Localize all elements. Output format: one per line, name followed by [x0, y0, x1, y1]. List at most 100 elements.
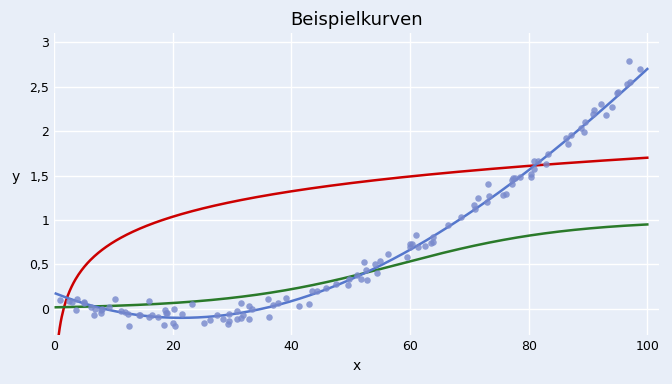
Point [372, 270, 383, 276]
Title: Beispielkurven: Beispielkurven [290, 11, 423, 29]
Point [507, 177, 517, 183]
Point [281, 295, 292, 301]
Point [124, 323, 134, 329]
Point [204, 317, 215, 323]
Point [89, 312, 100, 318]
Point [237, 311, 248, 318]
Point [103, 305, 114, 311]
Point [427, 238, 438, 245]
Point [144, 298, 155, 304]
Point [199, 320, 210, 326]
Point [482, 180, 493, 187]
Point [222, 321, 233, 328]
Point [612, 90, 622, 96]
Point [484, 192, 495, 199]
Point [110, 296, 120, 303]
Point [541, 161, 552, 167]
Point [622, 81, 632, 88]
Point [146, 311, 157, 318]
Point [55, 296, 66, 303]
Point [244, 316, 255, 322]
Point [263, 314, 274, 320]
X-axis label: x: x [352, 359, 361, 373]
Point [134, 312, 144, 318]
Point [236, 314, 247, 321]
Point [79, 300, 90, 306]
Point [482, 199, 493, 205]
Point [212, 312, 222, 318]
Point [370, 261, 381, 267]
Point [589, 107, 599, 113]
Point [456, 214, 466, 220]
Point [169, 306, 179, 312]
Point [153, 314, 163, 320]
Point [177, 311, 187, 317]
Point [304, 301, 314, 307]
Point [624, 58, 635, 65]
Point [383, 251, 394, 257]
Point [561, 134, 572, 141]
Point [243, 303, 254, 310]
Point [507, 175, 518, 181]
Point [144, 314, 155, 321]
Point [529, 166, 540, 172]
Point [472, 195, 483, 201]
Point [321, 285, 331, 291]
Point [575, 125, 586, 131]
Point [360, 266, 371, 273]
Point [507, 181, 517, 187]
Point [579, 129, 589, 136]
Point [160, 307, 171, 313]
Point [359, 259, 370, 265]
Point [413, 243, 423, 250]
Point [224, 311, 235, 317]
Point [587, 111, 598, 118]
Point [67, 299, 77, 305]
Point [311, 288, 322, 294]
Point [355, 276, 366, 283]
Point [95, 310, 106, 316]
Point [268, 302, 279, 308]
Point [515, 174, 526, 180]
Point [419, 243, 430, 249]
Point [596, 101, 607, 107]
Point [362, 276, 372, 283]
Point [600, 112, 611, 118]
Point [624, 79, 635, 85]
Point [247, 306, 257, 313]
Point [95, 307, 106, 313]
Point [526, 174, 537, 180]
Point [525, 171, 536, 177]
Point [497, 192, 508, 198]
Point [167, 320, 178, 326]
Point [533, 158, 544, 164]
Point [331, 280, 341, 286]
Point [566, 132, 577, 138]
Point [543, 151, 554, 157]
Point [70, 307, 81, 313]
Y-axis label: y: y [11, 170, 19, 184]
Point [501, 191, 511, 197]
Point [509, 175, 520, 181]
Point [224, 318, 235, 324]
Point [162, 310, 173, 316]
Point [187, 301, 198, 307]
Point [374, 258, 385, 264]
Point [563, 141, 574, 147]
Point [306, 288, 317, 295]
Point [344, 275, 355, 281]
Point [97, 306, 108, 313]
Point [169, 323, 180, 329]
Point [235, 300, 246, 306]
Point [262, 296, 273, 303]
Point [90, 306, 101, 312]
Point [231, 308, 242, 314]
Point [443, 222, 454, 228]
Point [120, 308, 131, 314]
Point [218, 315, 228, 321]
Point [352, 271, 363, 278]
Point [425, 240, 436, 246]
Point [529, 157, 540, 164]
Point [469, 202, 480, 208]
Point [580, 119, 591, 125]
